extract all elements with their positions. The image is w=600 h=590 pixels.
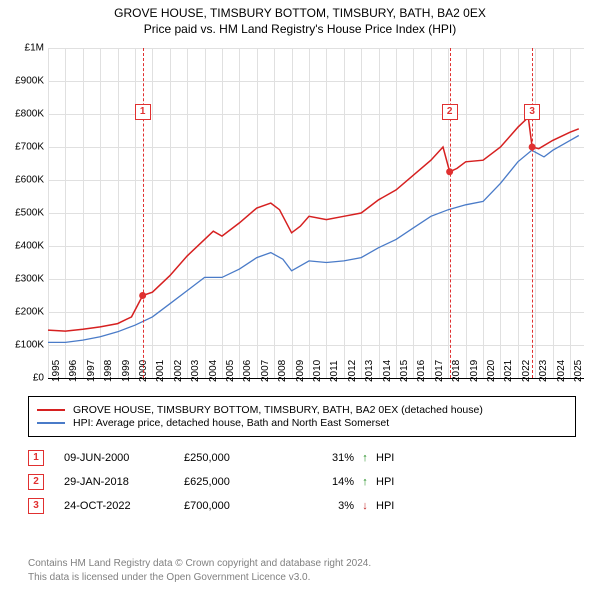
event-price: £250,000 — [184, 452, 294, 464]
x-tick-label: 2004 — [208, 360, 219, 382]
event-row: 2 29-JAN-2018£625,00014%↑HPI — [28, 470, 576, 494]
event-hpi-label: HPI — [372, 500, 394, 512]
event-direction-icon: ↑ — [358, 452, 372, 464]
event-id: 3 — [28, 498, 44, 514]
x-tick-label: 2016 — [416, 360, 427, 382]
x-tick-label: 2015 — [399, 360, 410, 382]
event-pct: 3% — [294, 500, 358, 512]
event-row: 1 09-JUN-2000£250,00031%↑HPI — [28, 446, 576, 470]
x-tick-label: 2007 — [260, 360, 271, 382]
x-tick-label: 2020 — [486, 360, 497, 382]
credit-line-1: Contains HM Land Registry data © Crown c… — [28, 557, 576, 571]
event-direction-icon: ↓ — [358, 500, 372, 512]
legend-label: GROVE HOUSE, TIMSBURY BOTTOM, TIMSBURY, … — [73, 404, 483, 416]
title-block: GROVE HOUSE, TIMSBURY BOTTOM, TIMSBURY, … — [0, 0, 600, 36]
y-tick-label: £600K — [15, 175, 44, 186]
x-tick-label: 2017 — [434, 360, 445, 382]
x-tick-label: 2022 — [521, 360, 532, 382]
event-pct: 14% — [294, 476, 358, 488]
x-tick-label: 2011 — [329, 360, 340, 382]
x-tick-label: 2002 — [173, 360, 184, 382]
x-tick-label: 1999 — [121, 360, 132, 382]
x-tick-label: 2021 — [503, 360, 514, 382]
x-tick-label: 2006 — [242, 360, 253, 382]
x-tick-label: 2005 — [225, 360, 236, 382]
legend-item: HPI: Average price, detached house, Bath… — [37, 417, 567, 429]
x-tick-label: 2023 — [538, 360, 549, 382]
chart-container: GROVE HOUSE, TIMSBURY BOTTOM, TIMSBURY, … — [0, 0, 600, 590]
event-row: 3 24-OCT-2022£700,0003%↓HPI — [28, 494, 576, 518]
event-table: 109-JUN-2000£250,00031%↑HPI229-JAN-2018£… — [28, 446, 576, 518]
credit-line-2: This data is licensed under the Open Gov… — [28, 571, 576, 585]
y-tick-label: £1M — [25, 43, 44, 54]
x-tick-label: 2003 — [190, 360, 201, 382]
x-tick-label: 2018 — [451, 360, 462, 382]
x-tick-label: 2012 — [347, 360, 358, 382]
event-line — [143, 48, 144, 378]
series-line — [48, 117, 579, 331]
legend-swatch — [37, 409, 65, 411]
y-tick-label: £100K — [15, 340, 44, 351]
x-tick-label: 2008 — [277, 360, 288, 382]
x-tick-label: 2010 — [312, 360, 323, 382]
event-date: 29-JAN-2018 — [64, 476, 184, 488]
x-tick-label: 2013 — [364, 360, 375, 382]
x-tick-label: 2025 — [573, 360, 584, 382]
x-tick-label: 2001 — [155, 360, 166, 382]
x-tick-label: 2019 — [469, 360, 480, 382]
event-marker: 2 — [442, 104, 458, 120]
y-tick-label: £500K — [15, 208, 44, 219]
event-date: 09-JUN-2000 — [64, 452, 184, 464]
event-line — [450, 48, 451, 378]
y-tick-label: £800K — [15, 109, 44, 120]
x-tick-label: 2009 — [295, 360, 306, 382]
x-tick-label: 1997 — [86, 360, 97, 382]
y-tick-label: £400K — [15, 241, 44, 252]
x-tick-label: 2014 — [382, 360, 393, 382]
x-tick-label: 1995 — [51, 360, 62, 382]
event-id: 1 — [28, 450, 44, 466]
event-line — [532, 48, 533, 378]
event-marker: 3 — [524, 104, 540, 120]
legend-label: HPI: Average price, detached house, Bath… — [73, 417, 389, 429]
event-hpi-label: HPI — [372, 452, 394, 464]
x-tick-label: 2024 — [556, 360, 567, 382]
event-price: £625,000 — [184, 476, 294, 488]
legend-swatch — [37, 422, 65, 424]
y-tick-label: £200K — [15, 307, 44, 318]
event-marker: 1 — [135, 104, 151, 120]
x-tick-label: 1998 — [103, 360, 114, 382]
event-direction-icon: ↑ — [358, 476, 372, 488]
y-tick-label: £0 — [33, 373, 44, 384]
chart-area: £0£100K£200K£300K£400K£500K£600K£700K£80… — [48, 48, 584, 378]
event-hpi-label: HPI — [372, 476, 394, 488]
line-series — [48, 48, 584, 378]
title-line-2: Price paid vs. HM Land Registry's House … — [0, 22, 600, 36]
event-pct: 31% — [294, 452, 358, 464]
legend-item: GROVE HOUSE, TIMSBURY BOTTOM, TIMSBURY, … — [37, 404, 567, 416]
credit-text: Contains HM Land Registry data © Crown c… — [28, 557, 576, 584]
event-id: 2 — [28, 474, 44, 490]
x-tick-label: 1996 — [68, 360, 79, 382]
title-line-1: GROVE HOUSE, TIMSBURY BOTTOM, TIMSBURY, … — [0, 6, 600, 20]
y-tick-label: £900K — [15, 76, 44, 87]
legend: GROVE HOUSE, TIMSBURY BOTTOM, TIMSBURY, … — [28, 396, 576, 437]
event-date: 24-OCT-2022 — [64, 500, 184, 512]
y-tick-label: £300K — [15, 274, 44, 285]
y-tick-label: £700K — [15, 142, 44, 153]
series-line — [48, 136, 579, 343]
event-price: £700,000 — [184, 500, 294, 512]
